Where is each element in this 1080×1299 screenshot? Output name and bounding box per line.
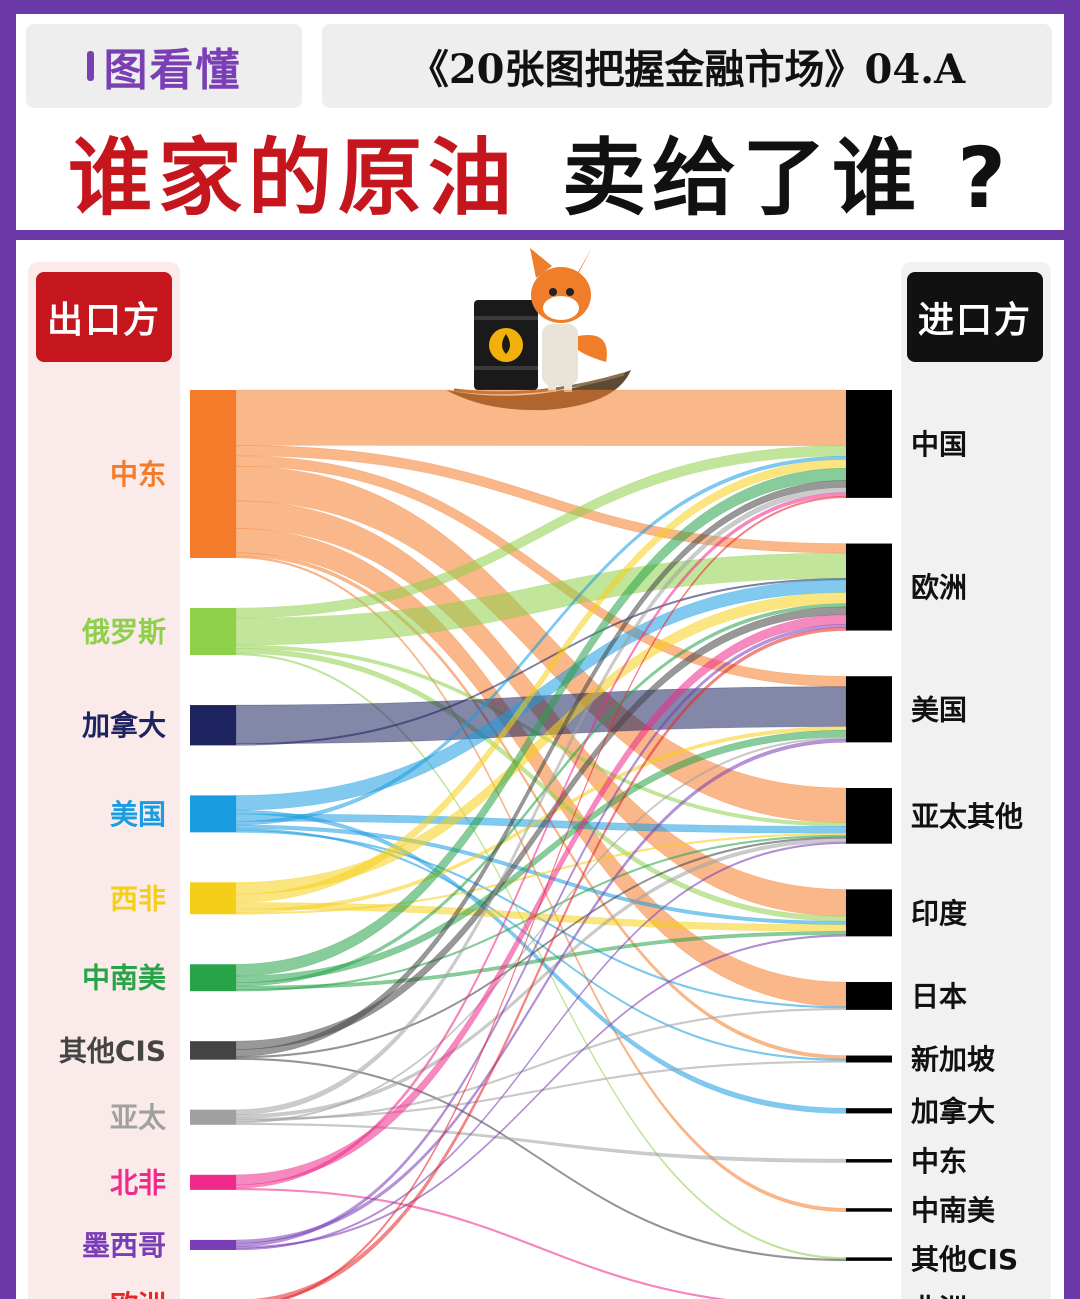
flow-ribbon bbox=[235, 1122, 847, 1163]
source-label: 俄罗斯 bbox=[81, 616, 166, 649]
importer-heading: 进口方 bbox=[907, 272, 1043, 362]
source-node bbox=[190, 1109, 236, 1125]
source-label: 西非 bbox=[110, 882, 166, 915]
exporter-column-bg bbox=[28, 262, 180, 1299]
target-node bbox=[846, 676, 892, 743]
source-node bbox=[190, 390, 236, 558]
flow-ribbon bbox=[235, 934, 847, 1249]
source-label: 加拿大 bbox=[82, 709, 166, 742]
target-node bbox=[846, 1108, 892, 1114]
target-label: 中东 bbox=[911, 1145, 967, 1178]
source-node bbox=[190, 795, 236, 833]
target-node bbox=[846, 543, 892, 631]
series-title-box: 《20张图把握金融市场》04.A bbox=[322, 24, 1052, 108]
target-node bbox=[846, 889, 892, 937]
chart-panel: 出口方 进口方 中东俄罗斯加拿大美国西非中南美其他CIS亚太北非墨西哥欧洲中国欧… bbox=[16, 240, 1064, 1299]
target-label: 新加坡 bbox=[911, 1043, 995, 1076]
source-node bbox=[190, 882, 236, 915]
source-node bbox=[190, 1174, 236, 1190]
brand-text: 图看懂 bbox=[103, 45, 242, 96]
target-label: 加拿大 bbox=[911, 1095, 995, 1128]
target-node bbox=[846, 390, 892, 498]
target-label: 美国 bbox=[911, 693, 967, 726]
exporter-heading: 出口方 bbox=[36, 272, 172, 362]
brand-bar-icon bbox=[86, 51, 94, 81]
target-label: 中南美 bbox=[911, 1194, 995, 1227]
target-label: 其他CIS bbox=[911, 1243, 1018, 1276]
target-label: 日本 bbox=[911, 980, 967, 1013]
target-node bbox=[846, 1208, 892, 1212]
target-node bbox=[846, 982, 892, 1010]
source-node bbox=[190, 964, 236, 992]
target-label: 印度 bbox=[911, 897, 967, 930]
flow-ribbons bbox=[235, 389, 847, 1299]
target-label: 亚太其他 bbox=[911, 800, 1023, 833]
headline-red: 谁家的原油 bbox=[68, 128, 519, 227]
target-node bbox=[846, 788, 892, 844]
source-node bbox=[190, 705, 236, 746]
flow-ribbon bbox=[235, 389, 847, 446]
source-node bbox=[190, 608, 236, 656]
source-label: 中东 bbox=[110, 458, 166, 491]
source-node bbox=[190, 1041, 236, 1060]
series-title: 《20张图把握金融市场》04.A bbox=[408, 46, 966, 93]
target-label: 欧洲 bbox=[911, 571, 967, 604]
page-title: 谁家的原油 卖给了谁 ? bbox=[16, 116, 1064, 227]
target-label: 非洲 bbox=[911, 1292, 967, 1299]
flow-ribbon bbox=[235, 1007, 847, 1122]
target-node bbox=[846, 1159, 892, 1163]
header-panel: 图看懂 《20张图把握金融市场》04.A 谁家的原油 卖给了谁 ? bbox=[16, 14, 1064, 230]
flow-ribbon bbox=[235, 1187, 728, 1299]
target-node bbox=[846, 1257, 892, 1261]
target-label: 中国 bbox=[911, 428, 967, 461]
source-label: 其他CIS bbox=[59, 1034, 166, 1067]
importer-column-bg bbox=[901, 262, 1051, 1299]
source-label: 亚太 bbox=[110, 1101, 167, 1134]
sankey-chart: 中东俄罗斯加拿大美国西非中南美其他CIS亚太北非墨西哥欧洲中国欧洲美国亚太其他印… bbox=[59, 248, 1023, 1299]
source-label: 墨西哥 bbox=[82, 1229, 166, 1262]
node-labels: 中东俄罗斯加拿大美国西非中南美其他CIS亚太北非墨西哥欧洲中国欧洲美国亚太其他印… bbox=[59, 428, 1023, 1299]
source-label: 北非 bbox=[110, 1166, 166, 1199]
fox-oil-barrel-illustration bbox=[446, 248, 631, 411]
source-label: 美国 bbox=[110, 798, 166, 831]
source-label: 中南美 bbox=[82, 962, 166, 995]
source-node bbox=[190, 1239, 236, 1250]
nodes bbox=[190, 390, 892, 1261]
source-label: 欧洲 bbox=[110, 1289, 166, 1299]
target-node bbox=[846, 1055, 892, 1063]
headline-black: 卖给了谁 ? bbox=[562, 128, 1012, 227]
flow-ribbon bbox=[247, 627, 847, 1299]
brand-badge: 图看懂 bbox=[26, 24, 302, 108]
